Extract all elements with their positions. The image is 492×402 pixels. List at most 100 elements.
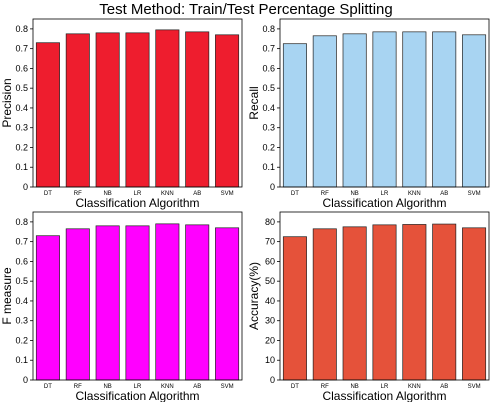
- x-tick-label: LR: [381, 384, 389, 390]
- bar-ab: [432, 31, 457, 188]
- bar-nb: [342, 226, 367, 381]
- x-tick-label: RF: [74, 191, 82, 197]
- bar-nb: [95, 32, 120, 188]
- y-axis-label: Recall: [247, 86, 261, 119]
- bar-svm: [215, 34, 240, 188]
- bar-svm: [462, 34, 487, 188]
- x-tick-label: AB: [193, 191, 201, 197]
- y-tick-label: 20: [265, 335, 275, 345]
- x-tick-label: NB: [350, 384, 358, 390]
- x-axis-label: Classification Algorithm: [75, 389, 199, 402]
- chart-panel-1: 0 0.1 0.2 0.3 0.4 0.5 0.6 0.7 0.8 DT RF NB LR KNN AB SV…: [247, 18, 490, 210]
- x-tick-label: KNN: [161, 191, 174, 197]
- bar-lr: [372, 31, 397, 188]
- bar-dt: [35, 42, 60, 188]
- y-tick-label: 0.6: [262, 63, 275, 73]
- y-tick-label: 0.2: [15, 335, 28, 345]
- bar-dt: [35, 235, 60, 381]
- bar-nb: [95, 225, 120, 381]
- x-axis-label: Classification Algorithm: [322, 196, 446, 210]
- y-tick-label: 0.4: [15, 296, 28, 306]
- bar-lr: [372, 224, 397, 381]
- x-tick-label: KNN: [408, 384, 421, 390]
- bar-lr: [125, 225, 150, 381]
- x-tick-label: RF: [321, 384, 329, 390]
- bar-knn: [155, 29, 180, 188]
- y-tick-label: 70: [265, 237, 275, 247]
- bar-rf: [312, 35, 337, 188]
- bar-ab: [185, 224, 210, 381]
- x-tick-label: DT: [44, 191, 52, 197]
- x-tick-label: DT: [44, 384, 52, 390]
- y-tick-label: 60: [265, 256, 275, 266]
- y-tick-label: 0.6: [15, 63, 28, 73]
- x-tick-label: SVM: [221, 191, 234, 197]
- x-tick-label: KNN: [408, 191, 421, 197]
- y-tick-label: 0.5: [15, 83, 28, 93]
- y-tick-label: 0.4: [262, 103, 275, 113]
- y-tick-label: 0.1: [15, 355, 28, 365]
- bar-svm: [462, 227, 487, 381]
- x-tick-label: NB: [103, 191, 111, 197]
- x-tick-label: LR: [134, 384, 142, 390]
- y-axis-label: F measure: [0, 267, 14, 325]
- y-tick-label: 0.1: [15, 162, 28, 172]
- bar-nb: [342, 33, 367, 188]
- x-tick-label: AB: [193, 384, 201, 390]
- bar-knn: [402, 224, 427, 381]
- axes-frame: [32, 211, 243, 381]
- x-tick-label: DT: [291, 191, 299, 197]
- x-tick-label: NB: [103, 384, 111, 390]
- x-axis-label: Classification Algorithm: [322, 389, 446, 402]
- x-tick-label: LR: [381, 191, 389, 197]
- x-axis-label: Classification Algorithm: [75, 196, 199, 210]
- figure-title: Test Method: Train/Test Percentage Split…: [99, 1, 393, 18]
- axes-frame: [279, 211, 490, 381]
- x-tick-label: AB: [440, 384, 448, 390]
- y-tick-label: 0.1: [262, 162, 275, 172]
- x-tick-label: RF: [321, 191, 329, 197]
- y-tick-label: 0.6: [15, 256, 28, 266]
- y-tick-label: 0.4: [15, 103, 28, 113]
- bar-rf: [65, 228, 90, 381]
- y-tick-label: 0.8: [15, 217, 28, 227]
- y-tick-label: 0.2: [262, 142, 275, 152]
- y-tick-label: 0.7: [15, 237, 28, 247]
- y-tick-label: 0.7: [15, 44, 28, 54]
- y-tick-label: 0.7: [262, 44, 275, 54]
- y-tick-label: 0: [270, 182, 275, 192]
- bar-lr: [125, 32, 150, 188]
- x-tick-label: DT: [291, 384, 299, 390]
- bar-dt: [282, 43, 307, 188]
- y-tick-label: 10: [265, 355, 275, 365]
- bar-rf: [312, 228, 337, 381]
- y-tick-label: 0.8: [15, 24, 28, 34]
- x-tick-label: KNN: [161, 384, 174, 390]
- chart-panel-3: 0 10 20 30 40 50 60 70 80 DT RF NB LR KNN AB SVM Classif…: [247, 211, 490, 402]
- bar-rf: [65, 33, 90, 188]
- bar-dt: [282, 236, 307, 381]
- y-tick-label: 0.8: [262, 24, 275, 34]
- axes-frame: [279, 18, 490, 188]
- y-tick-label: 0: [270, 375, 275, 385]
- y-tick-label: 0.5: [262, 83, 275, 93]
- x-tick-label: LR: [134, 191, 142, 197]
- y-tick-label: 0.3: [15, 316, 28, 326]
- bar-knn: [402, 31, 427, 188]
- y-tick-label: 0: [23, 375, 28, 385]
- x-tick-label: SVM: [221, 384, 234, 390]
- y-tick-label: 0.5: [15, 276, 28, 286]
- bar-knn: [155, 223, 180, 381]
- y-tick-label: 0: [23, 182, 28, 192]
- y-tick-label: 30: [265, 316, 275, 326]
- y-axis-label: Precision: [0, 78, 14, 127]
- y-tick-label: 0.2: [15, 142, 28, 152]
- y-tick-label: 80: [265, 217, 275, 227]
- y-tick-label: 50: [265, 276, 275, 286]
- chart-panel-2: 0 0.1 0.2 0.3 0.4 0.5 0.6 0.7 0.8 DT RF NB LR KNN AB SV…: [0, 211, 243, 402]
- bar-svm: [215, 227, 240, 381]
- chart-panel-0: 0 0.1 0.2 0.3 0.4 0.5 0.6 0.7 0.8 DT RF NB LR KNN AB SV…: [0, 18, 243, 210]
- x-tick-label: NB: [350, 191, 358, 197]
- x-tick-label: SVM: [468, 384, 481, 390]
- y-axis-label: Accuracy(%): [247, 262, 261, 330]
